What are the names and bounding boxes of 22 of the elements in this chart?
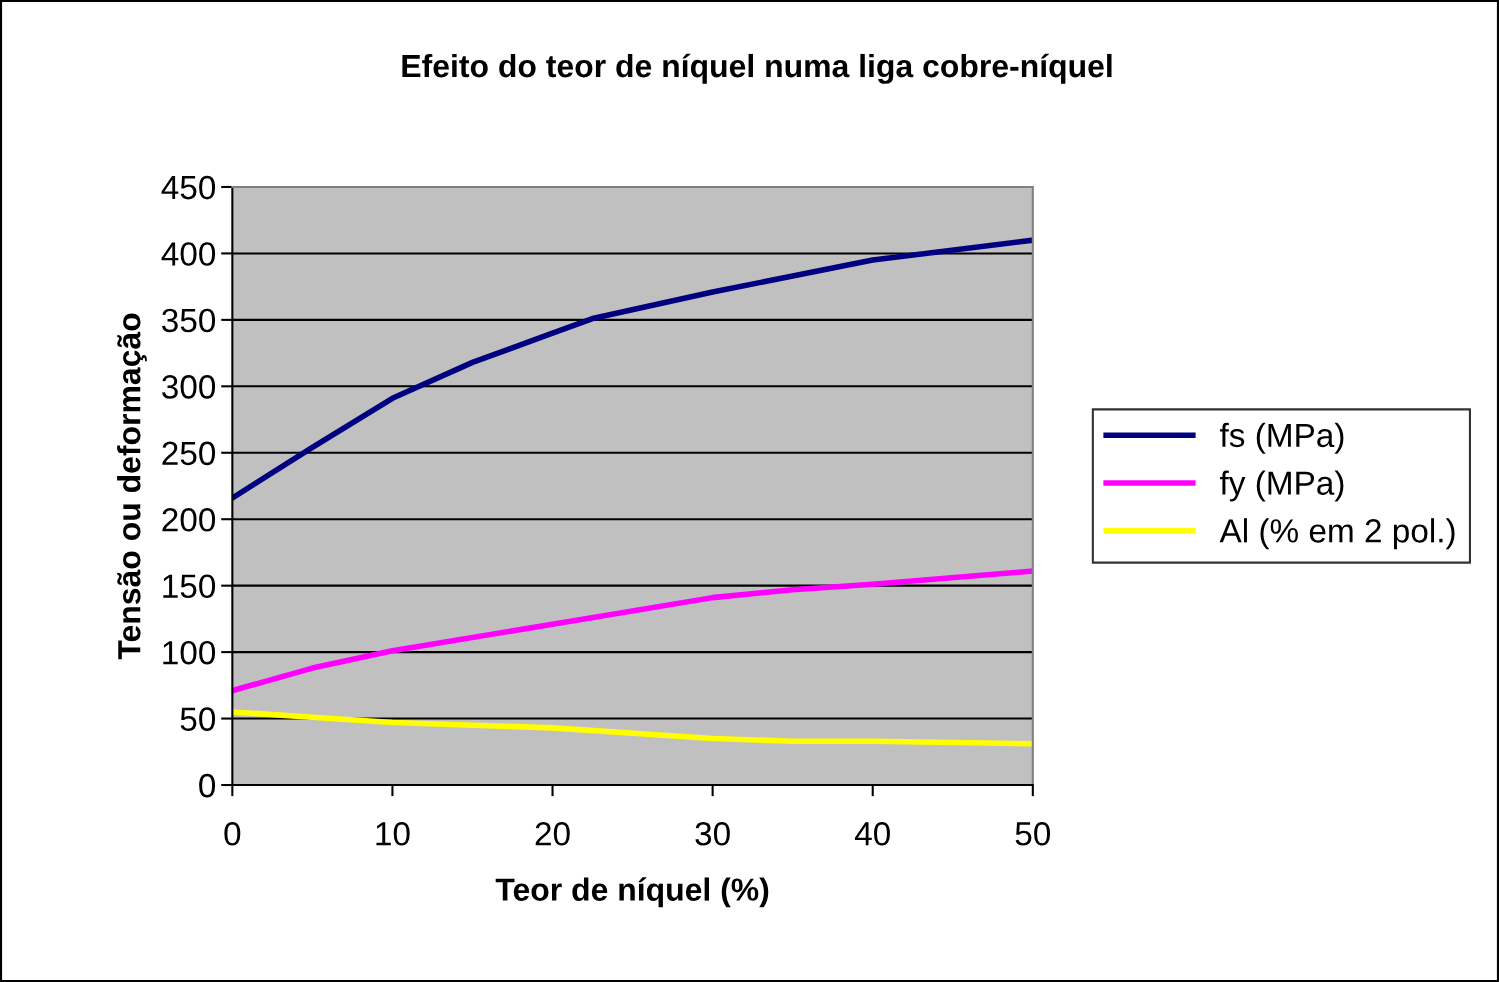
- legend-label: Al (% em 2 pol.): [1219, 518, 1455, 550]
- x-axis-title: Teor de níquel (%): [495, 877, 769, 908]
- y-tick-label: 250: [162, 441, 216, 466]
- x-tick-label: 40: [854, 822, 890, 846]
- legend-label: fy (MPa): [1219, 470, 1344, 502]
- y-tick-label: 50: [180, 707, 216, 731]
- x-tick-label: 0: [224, 822, 241, 846]
- x-tick-label: 20: [535, 822, 570, 846]
- y-tick-label: 300: [162, 375, 216, 399]
- legend-label: fs (MPa): [1219, 422, 1344, 454]
- y-tick-label: 400: [161, 242, 216, 266]
- y-tick-label: 150: [163, 574, 216, 599]
- x-tick-label: 10: [376, 822, 410, 846]
- x-tick-label: 50: [1015, 822, 1051, 846]
- y-axis-title: Tensão ou deformação: [117, 313, 147, 660]
- chart-title: Efeito do teor de níquel numa liga cobre-níquel: [402, 53, 1112, 84]
- y-tick-label: 450: [161, 175, 216, 200]
- y-tick-label: 200: [162, 508, 216, 532]
- y-tick-label: 350: [162, 308, 216, 333]
- y-tick-label: 0: [199, 773, 216, 798]
- x-tick-label: 30: [695, 822, 730, 846]
- y-tick-label: 100: [163, 640, 216, 665]
